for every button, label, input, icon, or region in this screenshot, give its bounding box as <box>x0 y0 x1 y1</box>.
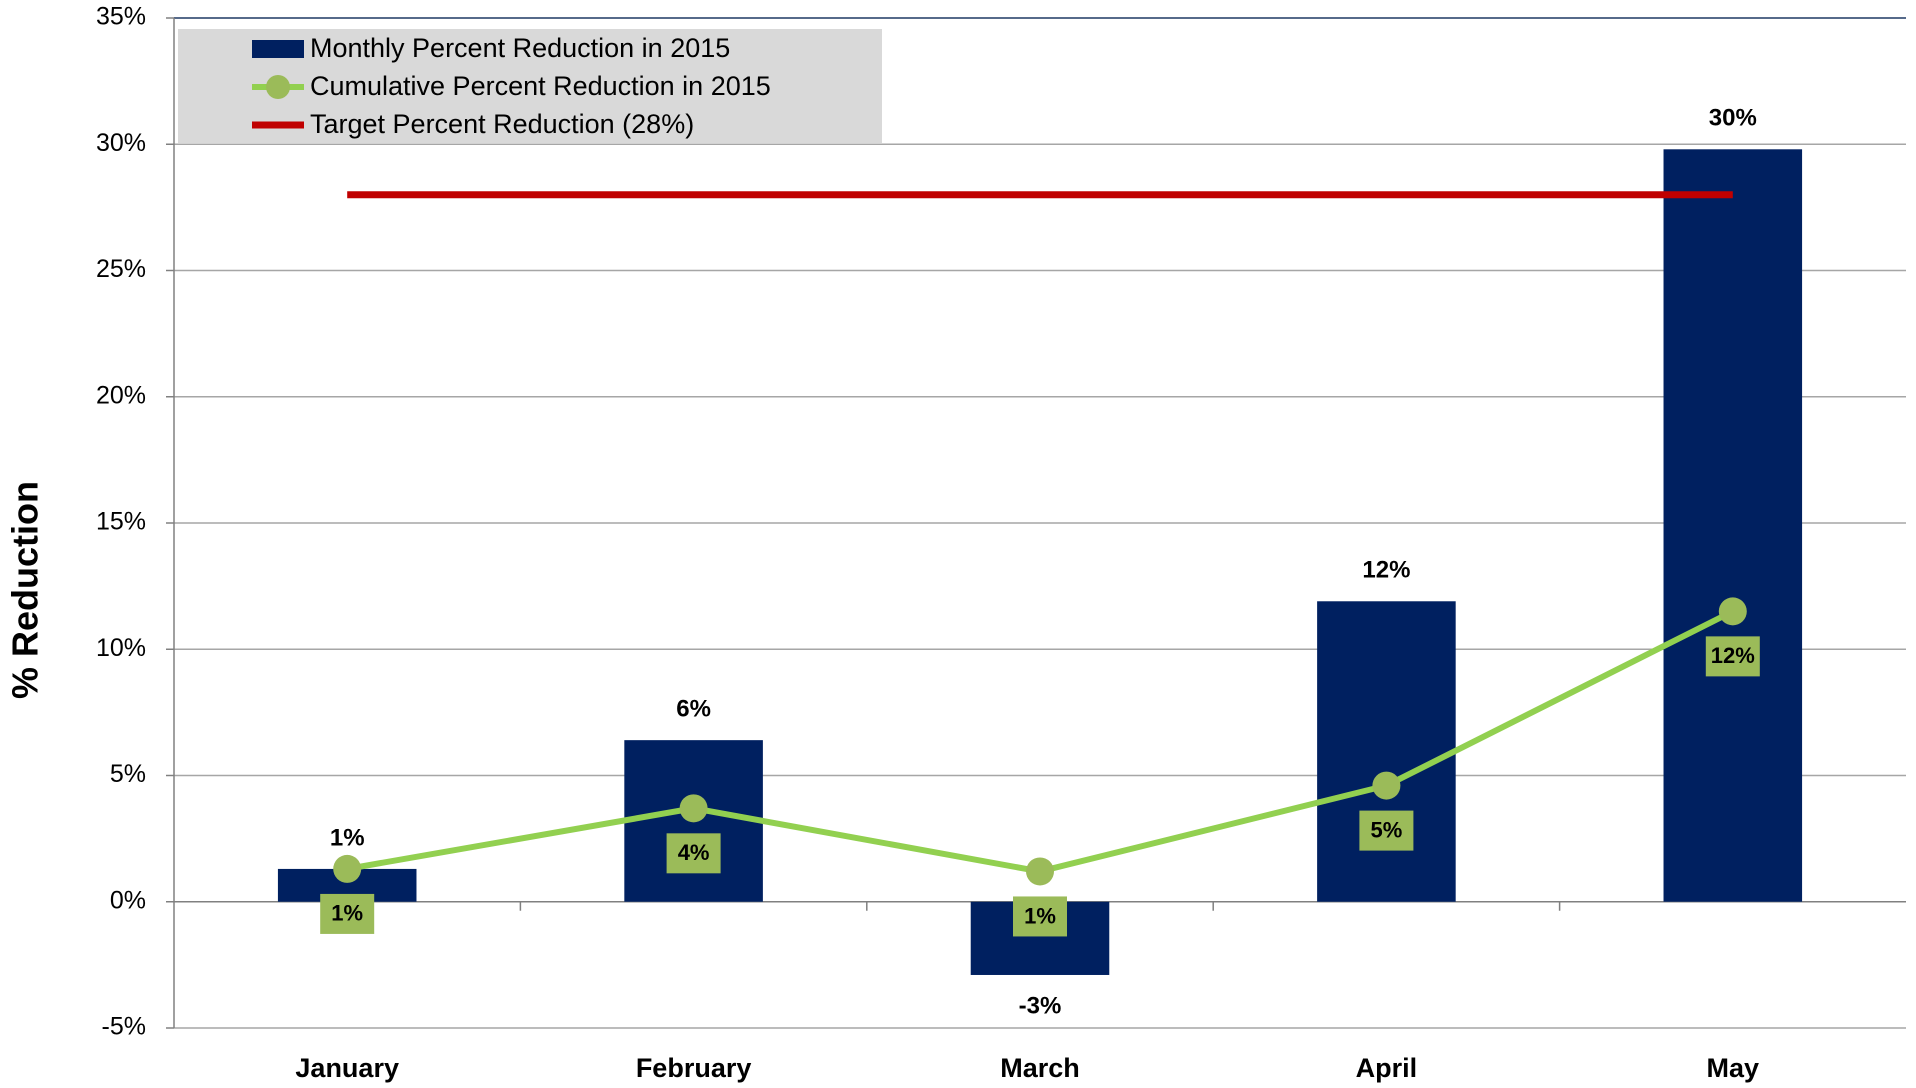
legend-swatch <box>252 40 304 58</box>
value-label-box <box>320 893 375 934</box>
y-axis-label: % Reduction <box>5 481 46 699</box>
legend-label: Cumulative Percent Reduction in 2015 <box>310 71 771 101</box>
line-marker <box>1718 597 1747 626</box>
line-marker <box>679 794 708 823</box>
legend-marker <box>266 75 290 99</box>
y-tick-label: 5% <box>110 760 146 788</box>
y-tick-label: 30% <box>96 129 146 157</box>
y-tick-label: -5% <box>102 1013 146 1041</box>
bar-value-label: -3% <box>1019 992 1062 1019</box>
y-tick-label: 15% <box>96 508 146 536</box>
line-value-label: 12% <box>1711 643 1755 668</box>
line-value-label: 4% <box>678 840 710 865</box>
y-tick-label: 35% <box>96 3 146 31</box>
y-tick-label: 25% <box>96 255 146 283</box>
y-tick-label: 0% <box>110 886 146 914</box>
line-value-label: 1% <box>331 901 363 926</box>
bar <box>1317 601 1456 902</box>
bar-value-label: 1% <box>330 824 365 851</box>
value-label-box <box>1013 896 1067 937</box>
x-tick-label: February <box>636 1053 752 1083</box>
line-marker <box>333 854 362 883</box>
y-tick-label: 10% <box>96 634 146 662</box>
line-marker <box>1372 771 1401 800</box>
x-tick-label: April <box>1356 1053 1418 1083</box>
value-label-box <box>666 833 721 874</box>
line-marker <box>1026 857 1054 886</box>
legend-label: Monthly Percent Reduction in 2015 <box>310 33 730 63</box>
bar-value-label: 6% <box>676 695 711 722</box>
bar <box>1663 149 1803 902</box>
y-tick-label: 20% <box>96 381 146 409</box>
legend-label: Target Percent Reduction (28%) <box>310 109 694 139</box>
x-tick-label: March <box>1000 1053 1080 1083</box>
line-value-label: 5% <box>1371 817 1403 842</box>
x-tick-label: January <box>295 1053 399 1083</box>
bar-value-label: 30% <box>1709 105 1757 132</box>
line-value-label: 1% <box>1024 903 1056 928</box>
x-tick-label: May <box>1707 1053 1760 1083</box>
value-label-box <box>1705 636 1760 677</box>
value-label-box <box>1359 810 1414 851</box>
cumulative-line <box>346 608 1735 875</box>
bar-value-label: 12% <box>1362 557 1410 584</box>
